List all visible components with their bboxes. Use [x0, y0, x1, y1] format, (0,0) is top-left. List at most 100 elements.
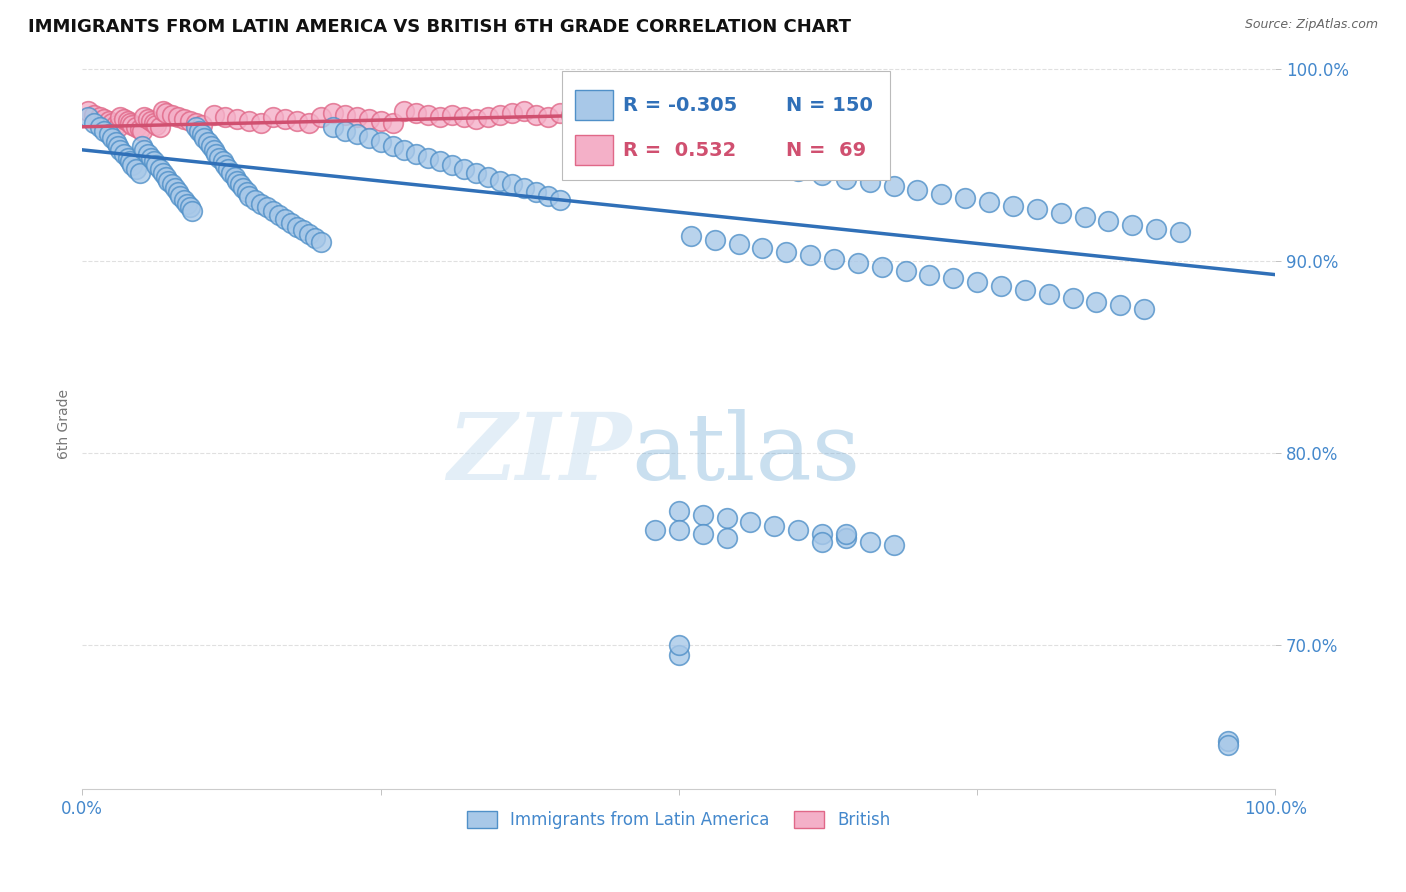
Point — [465, 112, 488, 127]
Point — [716, 531, 738, 545]
Point — [548, 193, 571, 207]
Point — [160, 178, 183, 192]
Point — [107, 120, 129, 134]
Point — [214, 110, 236, 124]
Point — [141, 114, 163, 128]
Point — [907, 183, 929, 197]
Point — [322, 120, 344, 134]
Point — [93, 112, 115, 127]
Point — [692, 526, 714, 541]
Point — [226, 112, 249, 127]
Point — [966, 276, 988, 290]
Point — [83, 116, 105, 130]
Point — [245, 193, 267, 207]
Point — [166, 185, 188, 199]
Point — [835, 531, 858, 545]
Point — [217, 162, 239, 177]
Point — [668, 523, 690, 537]
Point — [429, 110, 451, 124]
FancyBboxPatch shape — [575, 89, 613, 120]
Point — [513, 181, 536, 195]
Point — [280, 216, 302, 230]
Point — [97, 128, 120, 142]
Point — [787, 164, 810, 178]
Point — [214, 158, 236, 172]
Point — [269, 208, 291, 222]
Point — [145, 118, 167, 132]
Point — [524, 108, 547, 122]
Point — [727, 236, 749, 251]
Point — [883, 179, 905, 194]
Point — [763, 160, 786, 174]
Point — [125, 162, 148, 177]
Text: Source: ZipAtlas.com: Source: ZipAtlas.com — [1244, 18, 1378, 31]
Point — [596, 106, 619, 120]
Point — [346, 128, 368, 142]
Text: R = -0.305: R = -0.305 — [623, 96, 737, 115]
Point — [740, 516, 762, 530]
Text: IMMIGRANTS FROM LATIN AMERICA VS BRITISH 6TH GRADE CORRELATION CHART: IMMIGRANTS FROM LATIN AMERICA VS BRITISH… — [28, 18, 851, 36]
Point — [128, 166, 150, 180]
Point — [1014, 283, 1036, 297]
Point — [285, 219, 308, 234]
Text: R =  0.532: R = 0.532 — [623, 141, 735, 161]
Point — [1168, 226, 1191, 240]
Point — [668, 638, 690, 652]
Point — [165, 181, 187, 195]
Point — [846, 256, 869, 270]
Point — [101, 131, 124, 145]
Point — [205, 146, 228, 161]
Point — [131, 139, 153, 153]
Point — [918, 268, 941, 282]
Point — [716, 511, 738, 525]
Point — [942, 271, 965, 285]
Point — [77, 104, 100, 119]
Point — [149, 120, 172, 134]
Point — [298, 116, 321, 130]
Point — [1073, 210, 1095, 224]
Point — [441, 108, 464, 122]
Point — [322, 106, 344, 120]
Point — [176, 196, 198, 211]
Point — [977, 194, 1000, 209]
Point — [953, 191, 976, 205]
Point — [811, 168, 834, 182]
Point — [121, 158, 143, 172]
Point — [184, 116, 207, 130]
Point — [256, 201, 278, 215]
Point — [370, 114, 392, 128]
Point — [894, 264, 917, 278]
Point — [309, 110, 332, 124]
Point — [835, 171, 858, 186]
Point — [418, 108, 440, 122]
Point — [703, 233, 725, 247]
Point — [181, 204, 204, 219]
Point — [501, 178, 523, 192]
Point — [453, 162, 475, 177]
Point — [202, 108, 225, 122]
Text: atlas: atlas — [631, 409, 860, 499]
Point — [536, 189, 558, 203]
Point — [221, 166, 243, 180]
Point — [229, 178, 252, 192]
Point — [112, 146, 135, 161]
Point — [226, 173, 249, 187]
Point — [157, 173, 180, 187]
Point — [524, 185, 547, 199]
Point — [1001, 198, 1024, 212]
Point — [202, 143, 225, 157]
Point — [110, 143, 132, 157]
Text: N =  69: N = 69 — [786, 141, 866, 161]
Point — [77, 110, 100, 124]
Point — [89, 120, 111, 134]
Point — [1097, 214, 1119, 228]
Point — [548, 106, 571, 120]
Point — [931, 186, 953, 201]
Point — [1216, 738, 1239, 752]
Point — [118, 154, 141, 169]
Point — [142, 154, 165, 169]
Point — [107, 139, 129, 153]
Point — [1038, 286, 1060, 301]
Point — [238, 114, 260, 128]
Point — [644, 104, 666, 119]
